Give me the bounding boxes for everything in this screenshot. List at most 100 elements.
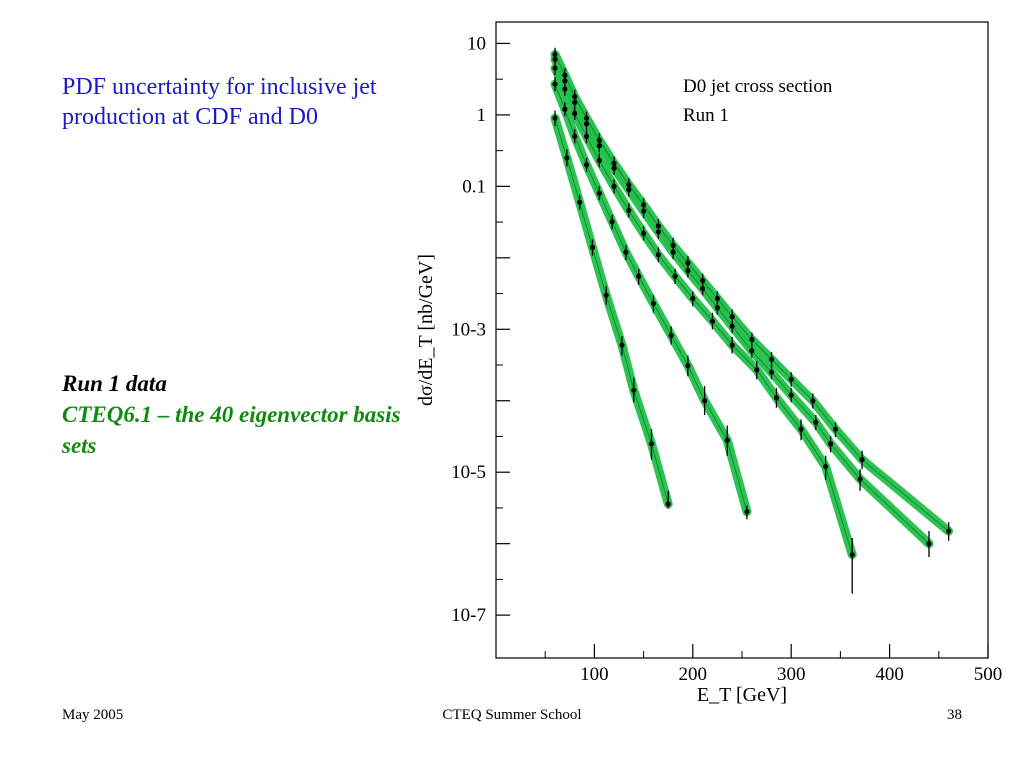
- data-point: [946, 522, 952, 541]
- data-marker: [798, 426, 804, 432]
- data-marker: [636, 273, 642, 279]
- data-marker: [583, 115, 590, 121]
- data-marker: [665, 501, 671, 507]
- data-point: [857, 469, 863, 491]
- data-point: [749, 332, 755, 347]
- data-marker: [724, 437, 730, 443]
- data-point: [631, 377, 637, 403]
- data-point: [552, 47, 558, 62]
- data-point: [626, 178, 632, 192]
- data-point: [589, 239, 596, 256]
- data-point: [827, 436, 834, 453]
- data-marker: [672, 273, 678, 279]
- data-point: [626, 203, 632, 218]
- data-marker: [650, 300, 657, 307]
- data-marker: [577, 199, 583, 205]
- slide-title: PDF uncertainty for inclusive jet produc…: [62, 74, 377, 130]
- footer-date: May 2005: [62, 707, 124, 723]
- data-marker: [552, 81, 558, 87]
- data-marker: [572, 133, 578, 140]
- data-marker: [572, 110, 578, 116]
- data-marker: [596, 157, 602, 164]
- data-marker: [641, 202, 647, 208]
- pdf-band-center-3: [554, 67, 853, 555]
- data-point: [596, 186, 602, 201]
- data-marker: [729, 314, 735, 320]
- data-point: [564, 149, 570, 167]
- data-marker: [768, 356, 775, 362]
- data-point: [926, 531, 932, 558]
- data-point: [583, 157, 590, 172]
- data-marker: [827, 441, 834, 447]
- y-tick-label: 0.1: [462, 176, 486, 197]
- data-marker: [583, 162, 590, 168]
- data-point: [702, 386, 708, 416]
- data-point: [700, 273, 706, 288]
- data-marker: [857, 476, 863, 482]
- data-point: [832, 422, 839, 438]
- data-marker: [946, 528, 952, 534]
- pdf-band-center-5: [554, 54, 949, 532]
- data-marker: [589, 244, 596, 250]
- x-axis-label: E_T [GeV]: [697, 684, 787, 706]
- data-point: [685, 355, 691, 377]
- data-point: [655, 247, 661, 263]
- data-points: [552, 47, 952, 594]
- data-marker: [700, 286, 706, 292]
- data-marker: [709, 318, 716, 324]
- data-marker: [768, 369, 775, 375]
- data-point: [773, 388, 780, 408]
- data-point: [596, 133, 602, 148]
- data-point: [668, 326, 674, 345]
- data-point: [611, 156, 617, 171]
- data-point: [609, 214, 615, 230]
- data-marker: [562, 86, 568, 92]
- data-marker: [626, 182, 632, 188]
- data-point: [572, 129, 578, 144]
- data-point: [603, 286, 609, 305]
- data-marker: [611, 183, 617, 189]
- x-tick-label: 200: [679, 664, 708, 685]
- data-point: [670, 237, 676, 253]
- data-point: [768, 352, 775, 367]
- data-point: [690, 291, 696, 307]
- data-point: [744, 505, 750, 520]
- data-point: [859, 450, 865, 470]
- pdf-band-center-2: [554, 83, 748, 512]
- data-marker: [685, 268, 691, 274]
- data-marker: [773, 395, 780, 401]
- data-marker: [609, 219, 615, 225]
- data-point: [552, 110, 558, 126]
- y-tick-label: 10: [467, 33, 486, 54]
- data-marker: [754, 367, 760, 373]
- data-point: [583, 129, 590, 144]
- data-point: [596, 153, 602, 168]
- data-point: [655, 218, 661, 233]
- data-marker: [729, 342, 735, 348]
- data-marker: [729, 323, 735, 329]
- axes: 100 200 300 400 500 10 1 0.1 10-3 10-5 10-7: [451, 33, 1002, 685]
- caption: Run 1 data CTEQ6.1 – the 40 eigenvector …: [62, 368, 402, 461]
- data-marker: [596, 137, 602, 143]
- data-point: [641, 225, 647, 241]
- data-marker: [552, 65, 558, 71]
- data-marker: [655, 252, 661, 258]
- data-point: [623, 245, 629, 261]
- data-marker: [596, 190, 602, 196]
- data-point: [572, 89, 578, 104]
- data-marker: [690, 295, 696, 302]
- data-point: [641, 197, 647, 212]
- data-marker: [564, 155, 570, 161]
- data-marker: [670, 242, 676, 248]
- data-marker: [749, 336, 755, 343]
- data-marker: [823, 463, 829, 470]
- data-marker: [552, 115, 558, 121]
- y-tick-label: 1: [477, 105, 487, 126]
- data-marker: [641, 230, 647, 236]
- data-marker: [810, 398, 816, 404]
- data-marker: [685, 260, 691, 266]
- data-marker: [583, 133, 590, 140]
- chart-subtitle: Run 1: [683, 105, 729, 126]
- data-marker: [668, 332, 674, 339]
- data-point: [798, 419, 804, 441]
